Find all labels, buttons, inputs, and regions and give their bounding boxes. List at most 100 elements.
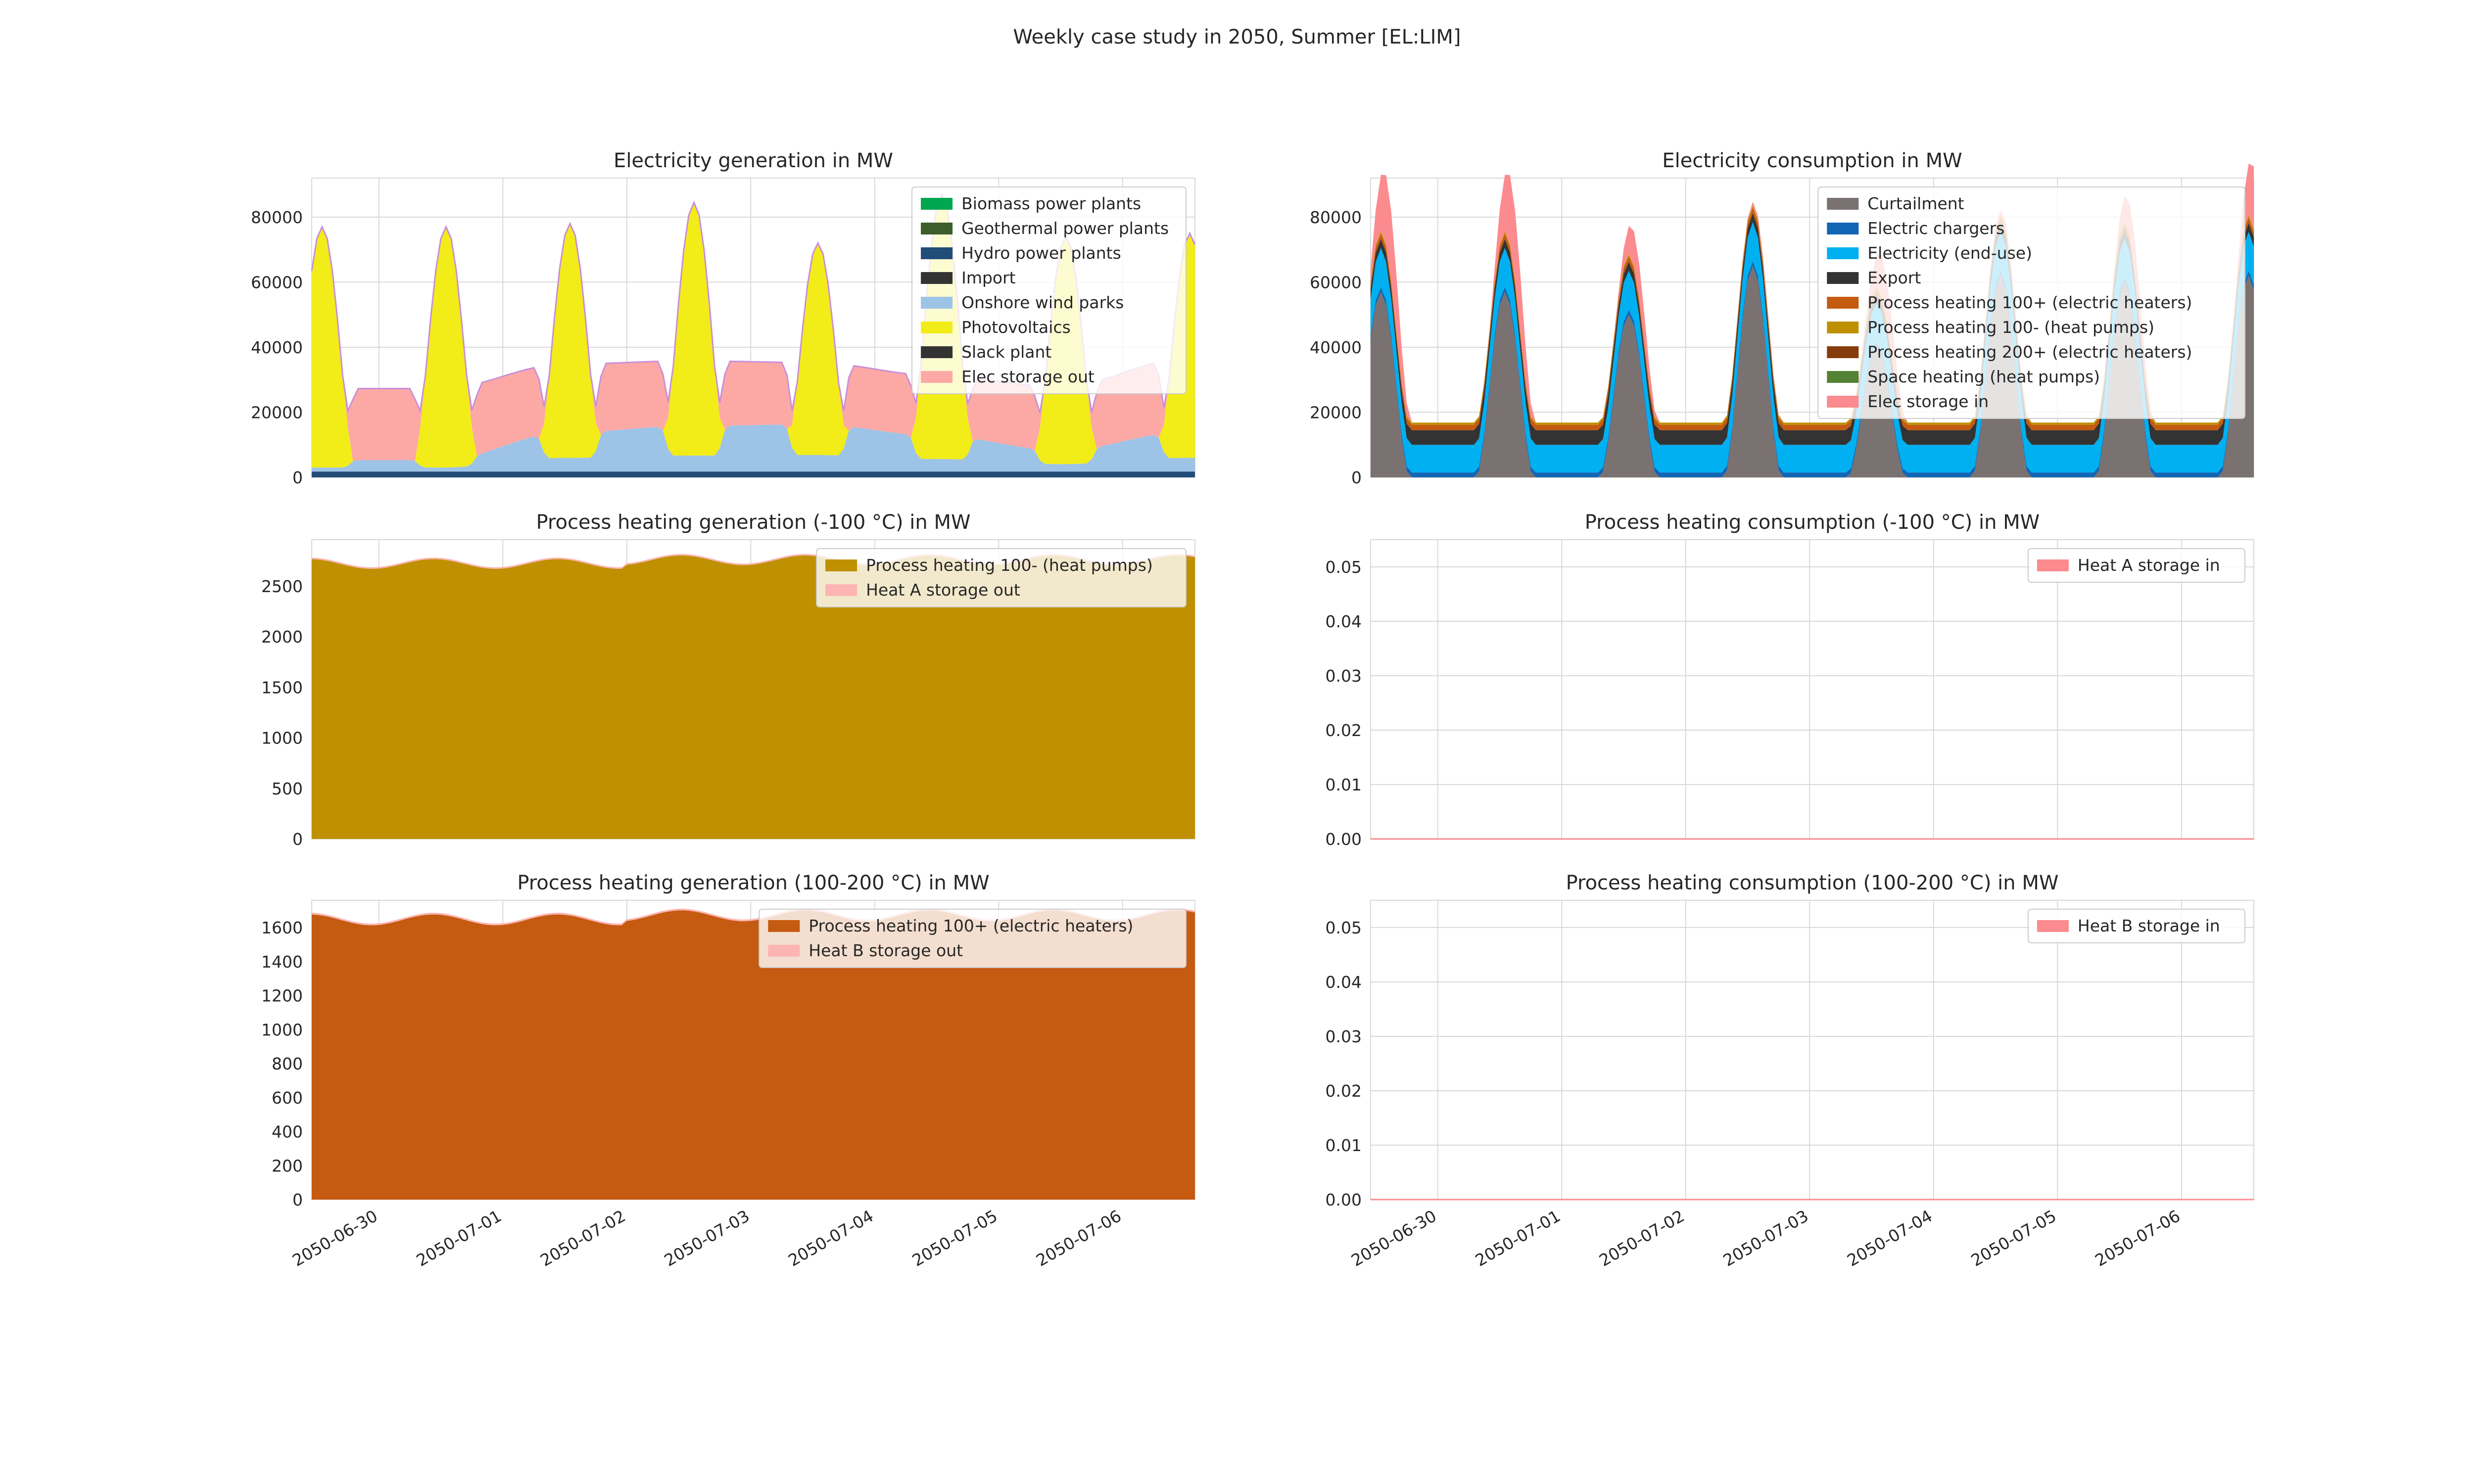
y-tick-label: 0 — [292, 468, 303, 487]
chart-ph100m-gen: 0 500 1000 1500 2000 2500 Process heating gene… — [261, 511, 1195, 849]
x-tick-label: 2050-07-06 — [1033, 1206, 1125, 1270]
x-tick-label: 2050-07-04 — [785, 1206, 877, 1270]
y-tick-label: 0.04 — [1326, 612, 1362, 631]
y-tick-label: 80000 — [1310, 208, 1362, 227]
legend-entry: Process heating 100- (heat pumps) — [1867, 318, 2154, 337]
legend: Heat A storage in — [2027, 548, 2245, 583]
legend-swatch — [1827, 371, 1859, 383]
legend-box — [816, 548, 1187, 607]
y-tick-label: 0 — [292, 1190, 303, 1209]
legend-swatch — [1827, 247, 1859, 259]
plot-area — [1370, 539, 2254, 839]
legend: Heat B storage in — [2027, 909, 2245, 943]
y-tick-label: 0.01 — [1326, 1136, 1362, 1155]
y-tick-label: 500 — [272, 779, 303, 798]
plot-area — [1370, 900, 2254, 1200]
chart-elec-con: 0 20000 40000 60000 80000 Electricity consump… — [1310, 149, 2254, 487]
panel-title: Electricity generation in MW — [614, 149, 893, 172]
x-tick-label: 2050-07-01 — [1472, 1206, 1564, 1270]
y-tick-label: 20000 — [251, 403, 303, 422]
x-tick-label: 2050-07-03 — [1720, 1206, 1812, 1270]
legend-swatch — [1827, 396, 1859, 408]
y-tick-label: 1500 — [261, 678, 303, 697]
x-tick-label: 2050-07-02 — [1596, 1206, 1688, 1270]
legend: Curtailment Electric chargers Electricity … — [1817, 186, 2246, 419]
legend-entry: Heat B storage out — [809, 941, 963, 960]
y-tick-label: 0.03 — [1326, 1027, 1362, 1046]
y-tick-label: 800 — [272, 1054, 303, 1073]
legend-entry: Slack plant — [961, 342, 1051, 362]
y-tick-label: 2500 — [261, 577, 303, 596]
legend-entry: Electric chargers — [1867, 219, 2004, 238]
y-tick-label: 60000 — [1310, 273, 1362, 292]
y-tick-label: 40000 — [1310, 338, 1362, 357]
legend-entry: Elec storage in — [1867, 392, 1989, 411]
area-electricity-end-use- — [1371, 222, 2254, 473]
legend-swatch — [921, 223, 953, 234]
legend-swatch — [1827, 297, 1859, 309]
legend-swatch — [768, 920, 800, 932]
legend-entry: Process heating 200+ (electric heaters) — [1867, 342, 2192, 362]
legend-box — [1817, 186, 2246, 419]
y-tick-label: 0.02 — [1326, 721, 1362, 740]
x-tick-label: 2050-07-06 — [2092, 1206, 2184, 1270]
chart-ph100p-con: 0.00 0.01 0.02 0.03 0.04 0.05 2050-06-30 2050-0… — [1326, 872, 2254, 1270]
panel-title: Electricity consumption in MW — [1662, 149, 1962, 172]
legend-swatch — [921, 322, 953, 333]
legend-entry: Electricity (end-use) — [1867, 243, 2032, 263]
y-tick-label: 0.03 — [1326, 666, 1362, 686]
legend-entry: Space heating (heat pumps) — [1867, 367, 2100, 386]
legend-swatch — [1827, 198, 1859, 210]
legend-entry: Curtailment — [1867, 194, 1964, 213]
y-tick-label: 0.02 — [1326, 1081, 1362, 1101]
legend-swatch — [1827, 223, 1859, 234]
legend-swatch — [2037, 559, 2069, 571]
x-tick-label: 2050-07-03 — [661, 1206, 753, 1270]
x-tick-label: 2050-06-30 — [1348, 1206, 1440, 1270]
x-tick-label: 2050-07-05 — [1968, 1206, 2060, 1270]
y-tick-label: 0 — [292, 830, 303, 849]
legend-swatch — [921, 198, 953, 210]
chart-ph100m-con: 0.00 0.01 0.02 0.03 0.04 0.05 Process heating … — [1326, 511, 2254, 849]
y-tick-label: 0.04 — [1326, 973, 1362, 992]
figure-title: Weekly case study in 2050, Summer [EL:LI… — [1013, 26, 1461, 48]
y-tick-label: 0.05 — [1326, 557, 1362, 577]
area-hydro-power-plants — [312, 471, 1195, 477]
legend-swatch — [768, 945, 800, 957]
y-tick-label: 0.00 — [1326, 830, 1362, 849]
legend-entry: Process heating 100+ (electric heaters) — [1867, 293, 2192, 312]
y-tick-label: 1200 — [261, 986, 303, 1006]
chart-ph100p-gen: 0 200 400 600 800 1000 1200 1400 1600 2050-06-30 2… — [261, 872, 1195, 1270]
x-tick-label: 2050-06-30 — [289, 1206, 381, 1270]
legend: Biomass power plants Geothermal power pla… — [911, 186, 1187, 394]
legend-box — [759, 909, 1187, 968]
legend-entry: Import — [961, 268, 1016, 287]
y-tick-label: 200 — [272, 1156, 303, 1175]
y-tick-label: 0.01 — [1326, 775, 1362, 794]
area-process-heating-100-electric-heaters- — [312, 910, 1195, 1200]
legend-box — [2027, 909, 2245, 943]
legend-swatch — [921, 247, 953, 259]
legend-entry: Process heating 100- (heat pumps) — [866, 556, 1153, 575]
chart-elec-gen: 0 20000 40000 60000 80000 Electricity generat… — [251, 149, 1196, 487]
legend-entry: Photovoltaics — [961, 318, 1071, 337]
y-tick-label: 80000 — [251, 208, 303, 227]
y-tick-label: 40000 — [251, 338, 303, 357]
x-tick-label: 2050-07-02 — [537, 1206, 629, 1270]
legend-box — [2027, 548, 2245, 583]
legend: Process heating 100+ (electric heaters) H… — [759, 909, 1187, 968]
legend-entry: Elec storage out — [961, 367, 1094, 386]
area-elec-storage-out — [312, 194, 1195, 462]
panel-title: Process heating consumption (-100 °C) in… — [1585, 511, 2040, 534]
y-tick-label: 1600 — [261, 918, 303, 937]
legend-entry: Export — [1867, 268, 1921, 287]
x-tick-label: 2050-07-01 — [413, 1206, 505, 1270]
y-tick-label: 0.05 — [1326, 918, 1362, 937]
x-tick-label: 2050-07-04 — [1844, 1206, 1936, 1270]
legend-entry: Biomass power plants — [961, 194, 1141, 213]
y-tick-label: 2000 — [261, 627, 303, 647]
y-tick-label: 0 — [1351, 468, 1362, 487]
legend-entry: Heat B storage in — [2078, 916, 2220, 935]
legend-swatch — [921, 297, 953, 309]
